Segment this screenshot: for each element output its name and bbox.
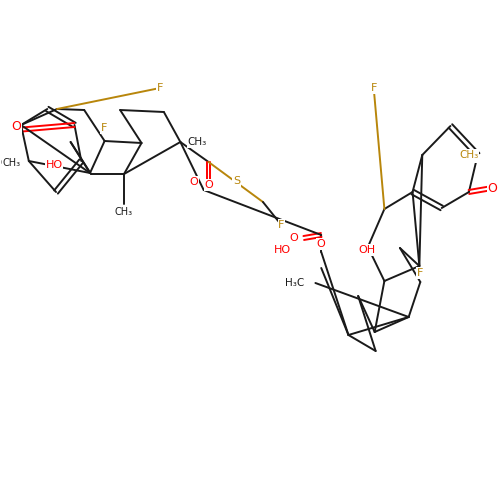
Text: O: O — [12, 120, 21, 134]
Text: O: O — [289, 233, 298, 243]
Text: CH₃: CH₃ — [187, 137, 206, 147]
Text: F: F — [157, 83, 163, 93]
Text: CH₃: CH₃ — [115, 207, 133, 217]
Text: H₃C: H₃C — [286, 279, 306, 289]
Text: CH₃: CH₃ — [459, 150, 478, 160]
Text: S: S — [233, 176, 240, 186]
Text: CH₃: CH₃ — [459, 152, 478, 162]
Text: HO: HO — [274, 245, 291, 255]
Text: CH₃: CH₃ — [3, 158, 21, 168]
Text: OH: OH — [358, 245, 376, 255]
Text: H₃C: H₃C — [286, 278, 304, 288]
Text: F: F — [100, 123, 107, 133]
Text: CH₃: CH₃ — [1, 158, 19, 168]
Text: O: O — [189, 177, 198, 187]
Text: F: F — [278, 220, 284, 230]
Text: HO: HO — [46, 160, 63, 170]
Text: O: O — [317, 239, 326, 249]
Text: F: F — [370, 83, 377, 93]
Text: O: O — [488, 182, 497, 194]
Text: HO: HO — [275, 246, 292, 256]
Text: O: O — [204, 180, 213, 190]
Text: F: F — [417, 268, 424, 278]
